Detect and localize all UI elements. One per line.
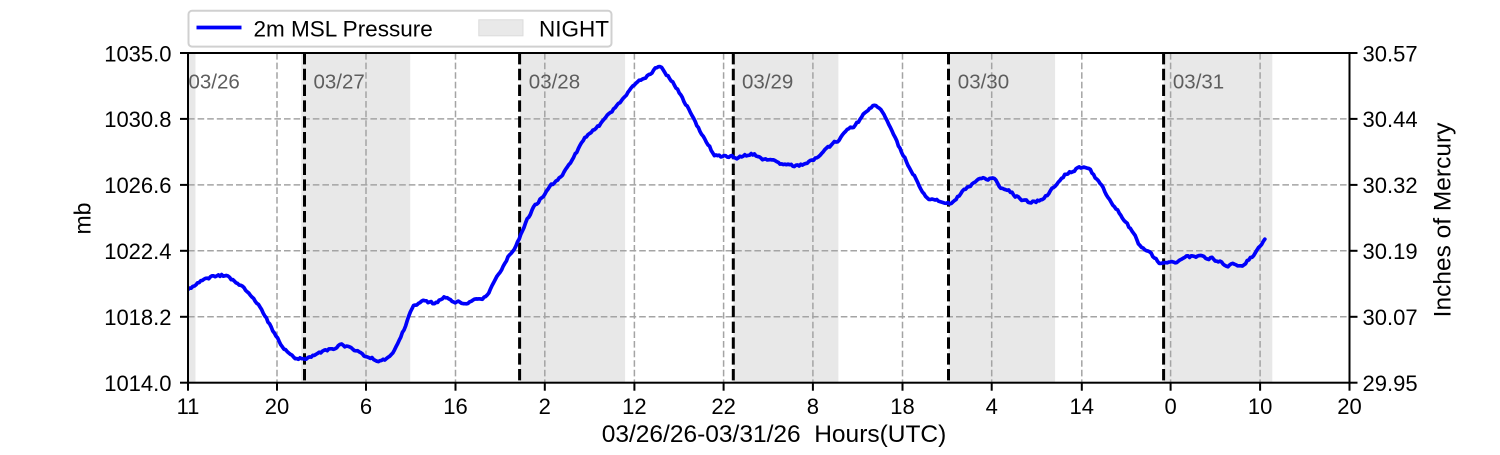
svg-text:16: 16 <box>443 394 467 419</box>
svg-text:29.95: 29.95 <box>1363 371 1418 396</box>
svg-text:22: 22 <box>711 394 735 419</box>
svg-text:1018.2: 1018.2 <box>104 305 171 330</box>
svg-text:1035.0: 1035.0 <box>104 41 171 66</box>
svg-text:0: 0 <box>1164 394 1176 419</box>
svg-text:30.19: 30.19 <box>1363 239 1418 264</box>
svg-text:10: 10 <box>1248 394 1272 419</box>
svg-text:1014.0: 1014.0 <box>104 371 171 396</box>
svg-text:03/26: 03/26 <box>189 71 240 94</box>
svg-text:30.32: 30.32 <box>1363 173 1418 198</box>
svg-text:03/27: 03/27 <box>314 71 365 94</box>
svg-text:8: 8 <box>807 394 819 419</box>
svg-text:11: 11 <box>177 394 200 419</box>
svg-text:2: 2 <box>539 394 551 419</box>
svg-text:1026.6: 1026.6 <box>104 173 171 198</box>
svg-text:4: 4 <box>986 394 998 419</box>
svg-text:03/29: 03/29 <box>742 71 793 94</box>
svg-text:1022.4: 1022.4 <box>104 239 171 264</box>
svg-text:18: 18 <box>890 394 914 419</box>
svg-text:NIGHT: NIGHT <box>539 16 609 41</box>
svg-text:2m MSL Pressure: 2m MSL Pressure <box>254 16 433 41</box>
svg-text:30.07: 30.07 <box>1363 305 1418 330</box>
svg-text:03/31: 03/31 <box>1173 71 1224 94</box>
svg-text:03/26/26-03/31/26 Hours(UTC): 03/26/26-03/31/26 Hours(UTC) <box>602 421 947 448</box>
svg-text:1030.8: 1030.8 <box>104 107 171 132</box>
svg-text:20: 20 <box>1337 394 1361 419</box>
svg-text:12: 12 <box>622 394 646 419</box>
svg-text:30.57: 30.57 <box>1363 41 1418 66</box>
svg-text:03/28: 03/28 <box>529 71 580 94</box>
svg-text:30.44: 30.44 <box>1363 107 1418 132</box>
svg-text:20: 20 <box>265 394 289 419</box>
svg-text:6: 6 <box>360 394 372 419</box>
svg-text:mb: mb <box>70 203 96 235</box>
svg-text:03/30: 03/30 <box>958 71 1009 94</box>
svg-text:Inches of Mercury: Inches of Mercury <box>1430 122 1457 317</box>
svg-text:14: 14 <box>1070 394 1094 419</box>
